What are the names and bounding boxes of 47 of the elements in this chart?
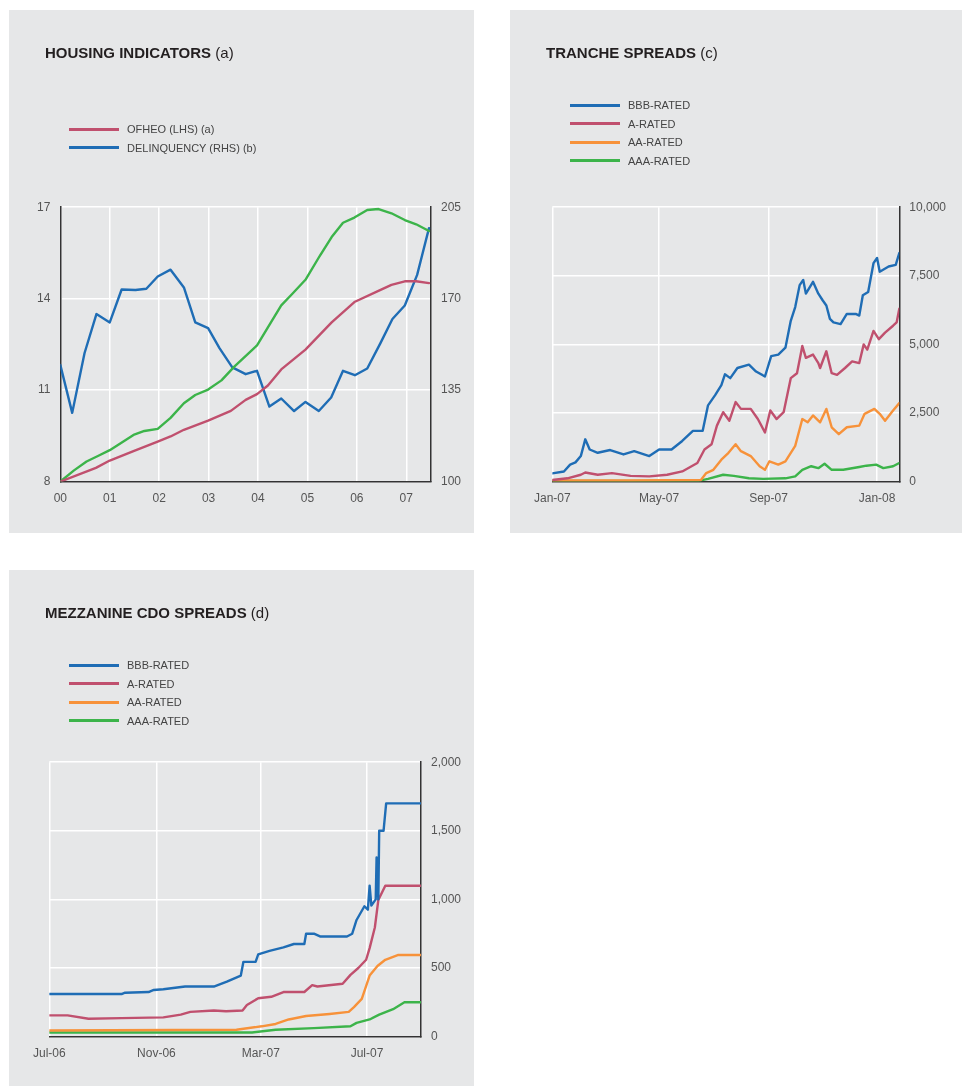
x-tick-label: Jan-08 xyxy=(858,491,896,506)
legend-label: OFHEO (LHS) (a) xyxy=(127,123,215,136)
y-tick-label: 10,000 xyxy=(909,199,947,214)
x-tick-label: Jul-06 xyxy=(33,1046,67,1061)
y-tick-label: 1,000 xyxy=(430,891,462,906)
x-tick-label: Sep-07 xyxy=(749,491,789,506)
x-tick-label: Mar-07 xyxy=(241,1046,281,1061)
y2-tick-label: 170 xyxy=(440,290,462,305)
x-tick-label: May-07 xyxy=(639,491,680,506)
y-tick-label: 2,500 xyxy=(909,405,940,420)
x-tick-label: Jul-07 xyxy=(350,1046,384,1061)
legend-label: AA-RATED xyxy=(127,696,182,709)
y2-tick-label: 205 xyxy=(440,199,462,214)
legend-label: DELINQUENCY (RHS) (b) xyxy=(127,141,257,154)
legend-label: A-RATED xyxy=(127,677,175,690)
legend-label: BBB-RATED xyxy=(127,659,190,672)
y-tick-label: 7,500 xyxy=(909,268,940,283)
y-tick-label: 8 xyxy=(43,473,51,488)
x-tick-label: 05 xyxy=(300,491,315,506)
x-tick-label: Jan-07 xyxy=(533,491,572,506)
chart-title: HOUSING INDICATORS (a) xyxy=(45,44,234,61)
legend-label: A-RATED xyxy=(628,117,676,130)
x-tick-label: 02 xyxy=(152,491,167,506)
legend-label: AAA-RATED xyxy=(628,154,691,167)
chart-title: TRANCHE SPREADS (c) xyxy=(546,44,718,61)
legend-label: AA-RATED xyxy=(628,136,683,149)
legend-label: AAA-RATED xyxy=(127,714,190,727)
x-tick-label: 00 xyxy=(53,491,68,506)
x-tick-label: 04 xyxy=(251,491,266,506)
x-tick-label: Nov-06 xyxy=(137,1046,177,1061)
x-tick-label: 01 xyxy=(103,491,117,506)
y-tick-label: 1,500 xyxy=(430,823,462,838)
y-tick-label: 14 xyxy=(36,290,51,305)
x-tick-label: 06 xyxy=(350,491,364,506)
y-tick-label: 17 xyxy=(36,199,51,214)
legend-label: BBB-RATED xyxy=(628,99,691,112)
y-tick-label: 0 xyxy=(909,473,917,488)
y-tick-label: 11 xyxy=(37,382,51,397)
y-tick-label: 500 xyxy=(430,960,452,975)
y-tick-label: 0 xyxy=(430,1028,438,1043)
x-tick-label: 07 xyxy=(399,491,414,506)
chart-title: MEZZANINE CDO SPREADS (d) xyxy=(45,604,270,621)
y-tick-label: 5,000 xyxy=(909,336,940,351)
y-tick-label: 2,000 xyxy=(430,754,462,769)
y2-tick-label: 135 xyxy=(440,382,462,397)
y2-tick-label: 100 xyxy=(440,473,462,488)
x-tick-label: 03 xyxy=(201,491,216,506)
